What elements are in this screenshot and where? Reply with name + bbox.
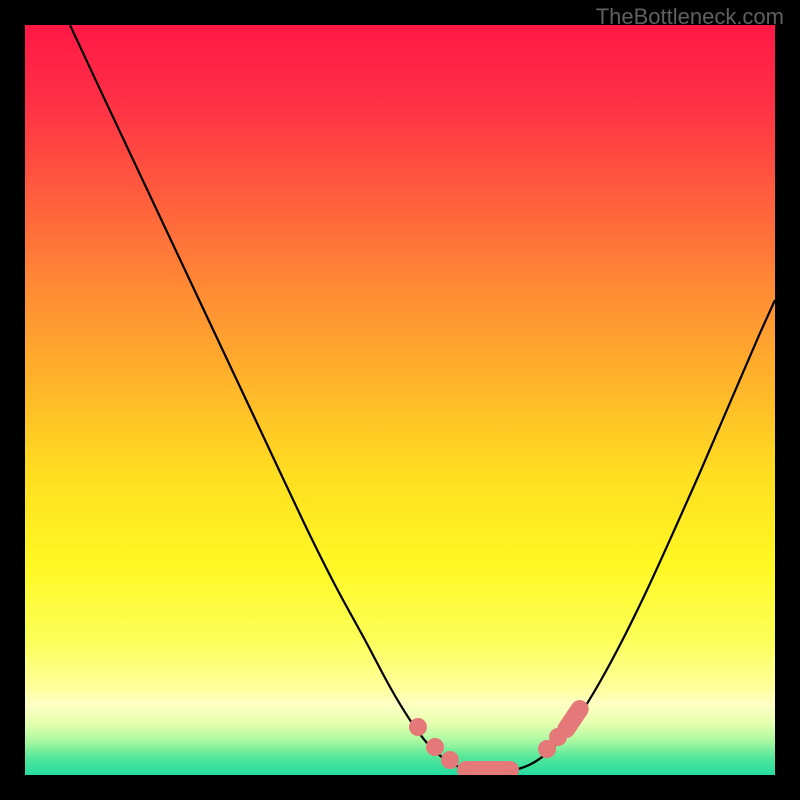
curve-marker-dot — [409, 718, 427, 736]
curve-marker-capsule — [457, 761, 519, 775]
curve-marker-dot — [441, 751, 459, 769]
curve-markers-layer — [25, 25, 775, 775]
curve-marker-capsule — [554, 697, 592, 742]
curve-marker-dot — [426, 738, 444, 756]
plot-area — [25, 25, 775, 775]
chart-root: TheBottleneck.com — [0, 0, 800, 800]
watermark-text: TheBottleneck.com — [596, 4, 784, 30]
